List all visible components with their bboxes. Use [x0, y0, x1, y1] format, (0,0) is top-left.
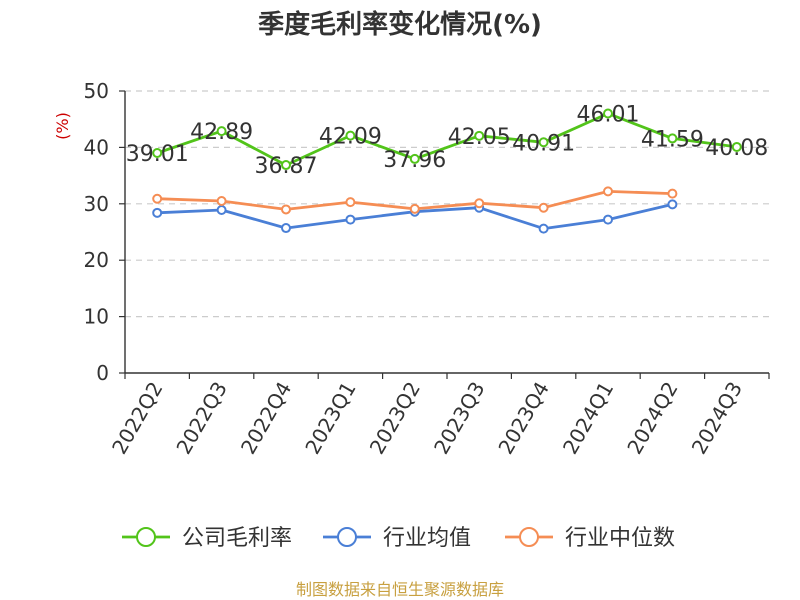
data-label-0: 39.01	[126, 142, 189, 167]
data-point-0-8	[667, 133, 678, 144]
source-note: 制图数据来自恒生聚源数据库	[296, 580, 504, 599]
data-point-2-2	[281, 204, 291, 215]
x-tick-label-2022Q4: 2022Q4	[236, 378, 296, 459]
x-tick-label-2023Q2: 2023Q2	[365, 378, 425, 459]
legend-marker-0	[136, 527, 156, 547]
legend-marker-2	[519, 527, 539, 547]
data-point-1-0	[152, 207, 163, 218]
y-axis-label: (%)	[53, 112, 72, 140]
data-point-0-4	[409, 153, 420, 164]
y-tick-label-30: 30	[84, 192, 109, 216]
data-label-7: 46.01	[577, 103, 640, 128]
data-point-2-3	[345, 197, 356, 208]
data-point-2-0	[152, 193, 163, 204]
data-label-8: 41.59	[641, 127, 704, 152]
data-label-3: 42.09	[319, 125, 382, 150]
data-point-1-1	[216, 205, 227, 216]
data-point-2-8	[667, 188, 678, 199]
data-point-0-7	[603, 108, 613, 119]
legend-label-2: 行业中位数	[565, 526, 675, 551]
y-tick-label-50: 50	[84, 79, 109, 103]
data-point-0-9	[731, 141, 742, 152]
data-point-0-2	[281, 160, 291, 171]
x-tick-label-2024Q1: 2024Q1	[558, 378, 618, 459]
x-tick-label-2024Q2: 2024Q2	[622, 378, 682, 459]
data-point-2-7	[603, 186, 613, 197]
x-tick-label-2022Q3: 2022Q3	[171, 378, 231, 459]
y-tick-label-10: 10	[84, 305, 109, 329]
series-2	[152, 186, 678, 215]
x-tick-label-2024Q3: 2024Q3	[687, 378, 747, 459]
x-tick-label-2022Q2: 2022Q2	[107, 378, 167, 459]
data-point-2-5	[474, 198, 485, 209]
data-point-2-1	[216, 195, 227, 206]
series-0	[152, 108, 742, 171]
x-tick-label-2023Q1: 2023Q1	[300, 378, 360, 459]
series-line-0	[156, 112, 737, 167]
legend-label-0: 公司毛利率	[182, 526, 292, 551]
data-point-0-0	[152, 147, 163, 158]
legend-item-1: 行业均值	[323, 526, 471, 551]
data-point-2-6	[538, 202, 549, 213]
series-group	[152, 108, 742, 234]
y-tick-label-40: 40	[84, 135, 109, 159]
data-point-1-7	[603, 214, 613, 225]
chart-title: 季度毛利率变化情况(%)	[258, 9, 542, 40]
x-tick-label-2023Q4: 2023Q4	[493, 378, 553, 459]
data-point-2-4	[409, 203, 420, 214]
legend-item-0: 公司毛利率	[122, 526, 292, 551]
data-label-6: 40.91	[512, 131, 575, 156]
data-label-4: 37.96	[383, 148, 446, 173]
data-label-2: 36.87	[255, 154, 318, 179]
y-tick-label-20: 20	[84, 248, 109, 272]
data-point-0-6	[538, 137, 549, 148]
legend-label-1: 行业均值	[383, 526, 471, 551]
legend-marker-1	[337, 527, 357, 547]
data-point-1-6	[538, 223, 549, 234]
data-point-0-5	[474, 130, 485, 141]
x-tick-label-2023Q3: 2023Q3	[429, 378, 489, 459]
data-label-9: 40.08	[705, 136, 768, 161]
data-point-1-8	[667, 199, 678, 210]
data-point-0-3	[345, 130, 356, 141]
data-label-5: 42.05	[448, 125, 511, 150]
y-tick-label-0: 0	[96, 361, 109, 385]
data-point-0-1	[216, 126, 227, 137]
legend-item-2: 行业中位数	[505, 526, 675, 551]
data-label-1: 42.89	[190, 120, 253, 145]
legend: 公司毛利率 行业均值 行业中位数	[122, 526, 675, 551]
data-point-1-2	[281, 223, 291, 234]
data-point-1-3	[345, 214, 356, 225]
